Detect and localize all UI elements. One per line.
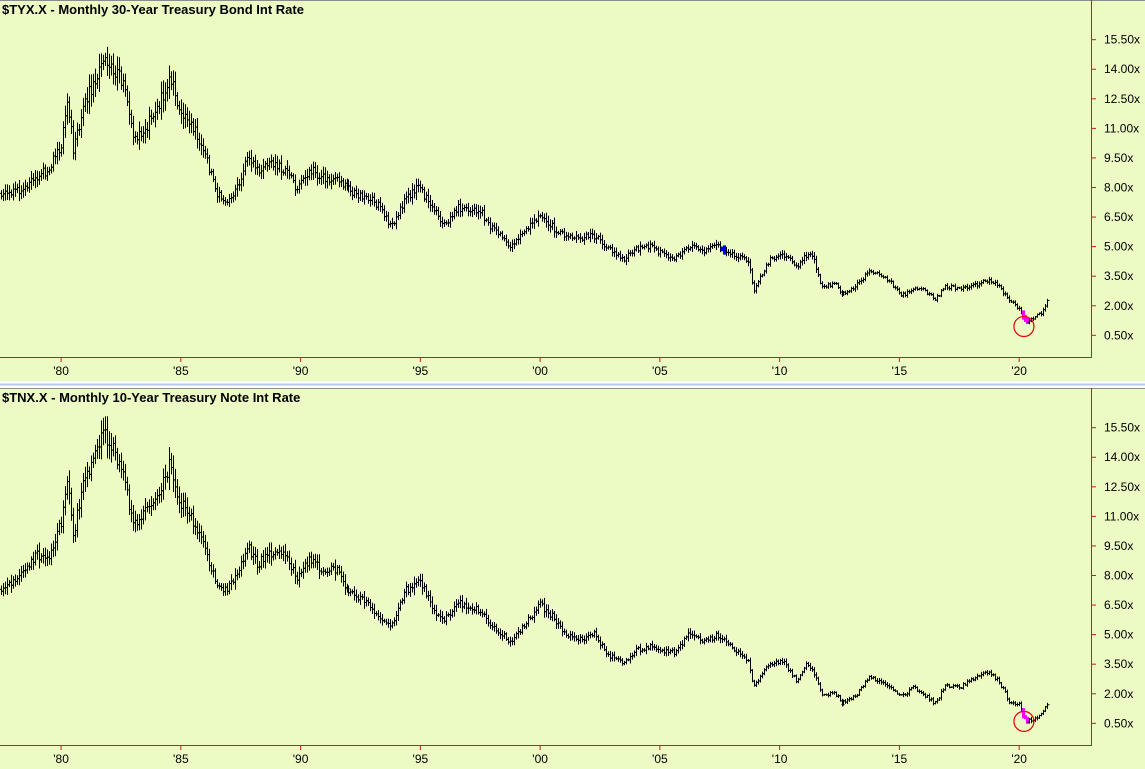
y-tick-label: 11.00x [1104, 509, 1139, 523]
x-tick-label: '05 [652, 364, 668, 378]
y-tick-label: 14.00x [1104, 62, 1140, 76]
price-bars [0, 416, 1050, 724]
y-tick-label: 6.50x [1104, 598, 1133, 612]
y-tick-label: 12.50x [1104, 480, 1140, 494]
y-tick-label: 0.50x [1104, 716, 1133, 730]
y-tick-label: 5.00x [1104, 628, 1133, 642]
x-tick-label: '20 [1011, 364, 1027, 378]
y-tick-label: 5.00x [1104, 240, 1133, 254]
y-tick-label: 9.50x [1104, 151, 1133, 165]
y-tick-label: 15.50x [1104, 33, 1140, 47]
y-tick-label: 2.00x [1104, 687, 1133, 701]
x-tick-label: '85 [173, 364, 189, 378]
y-tick-label: 9.50x [1104, 539, 1133, 553]
x-tick-label: '00 [532, 752, 548, 766]
y-tick-label: 0.50x [1104, 328, 1133, 342]
x-tick-label: '90 [293, 364, 309, 378]
chart-panel-2: $TNX.X - Monthly 10-Year Treasury Note I… [0, 388, 1145, 766]
y-tick-label: 8.00x [1104, 181, 1133, 195]
annotation-circle [1013, 315, 1035, 338]
y-tick-label: 6.50x [1104, 210, 1133, 224]
x-tick-label: '95 [413, 752, 429, 766]
chart-title: $TNX.X - Monthly 10-Year Treasury Note I… [2, 390, 300, 405]
y-tick-label: 3.50x [1104, 269, 1133, 283]
x-tick-label: '15 [892, 752, 908, 766]
y-tick-label: 3.50x [1104, 657, 1133, 671]
chart-panel-1: $TYX.X - Monthly 30-Year Treasury Bond I… [0, 0, 1145, 378]
chart-title: $TYX.X - Monthly 30-Year Treasury Bond I… [2, 2, 304, 17]
annotation-circle [1013, 710, 1035, 732]
price-bars [0, 46, 1050, 325]
y-tick-label: 11.00x [1104, 121, 1139, 135]
x-tick-label: '10 [772, 752, 788, 766]
x-tick-label: '15 [892, 364, 908, 378]
x-tick-label: '95 [413, 364, 429, 378]
x-tick-label: '20 [1011, 752, 1027, 766]
x-tick-label: '90 [293, 752, 309, 766]
y-tick-label: 12.50x [1104, 92, 1140, 106]
x-tick-label: '80 [53, 752, 69, 766]
y-tick-label: 14.00x [1104, 450, 1140, 464]
x-tick-label: '05 [652, 752, 668, 766]
x-tick-label: '00 [532, 364, 548, 378]
x-tick-label: '10 [772, 364, 788, 378]
x-tick-label: '80 [53, 364, 69, 378]
y-tick-label: 8.00x [1104, 569, 1133, 583]
x-tick-label: '85 [173, 752, 189, 766]
y-tick-label: 15.50x [1104, 421, 1140, 435]
y-tick-label: 2.00x [1104, 299, 1133, 313]
